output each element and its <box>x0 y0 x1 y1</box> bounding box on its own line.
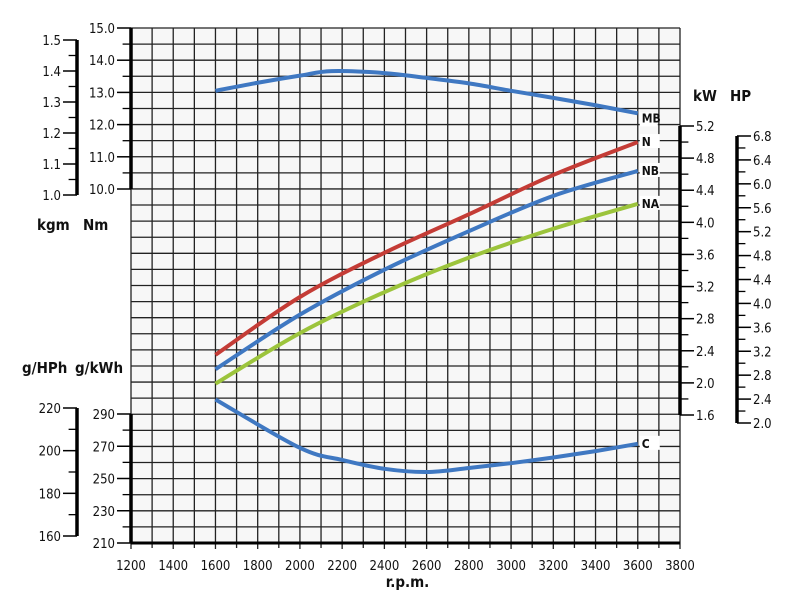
labels: 1200 1400 1600 1800 2000 2200 2400 2600 2800 3000… <box>22 22 772 591</box>
power_kw-tick-label: 4.4 <box>696 184 715 199</box>
consumption_ghph-tick-label: 220 <box>39 402 61 417</box>
power_hp-tick-label: 4.0 <box>753 297 772 312</box>
x-tick-label: 3000 <box>496 559 526 574</box>
power_kw-tick-label: 2.0 <box>696 377 715 392</box>
series <box>214 69 639 475</box>
series-label-bg <box>639 162 660 177</box>
consumption_gkwh-tick-label: 230 <box>93 505 115 520</box>
power_hp-tick-label: 4.8 <box>753 250 772 265</box>
series-label-bg <box>639 112 658 127</box>
power_hp-tick-label: 2.4 <box>753 393 772 408</box>
torque_nm-tick-label: 12.0 <box>89 119 115 134</box>
power_hp-tick-label: 3.2 <box>753 345 772 360</box>
torque_kgm-tick-label: 1.1 <box>42 158 61 173</box>
power_kw-tick-label: 5.2 <box>696 120 715 135</box>
consumption_ghph-tick-label: 200 <box>39 445 61 460</box>
torque_nm-tick-label: 10.0 <box>89 183 115 198</box>
x-tick-label: 2000 <box>285 559 315 574</box>
power_kw-tick-label: 2.8 <box>696 313 715 328</box>
torque_nm-tick-label: 15.0 <box>89 22 115 37</box>
consumption_gkwh-tick-label: 270 <box>93 440 115 455</box>
x-tick-label: 2400 <box>370 559 400 574</box>
series-line-n <box>214 140 639 357</box>
consumption_gkwh-tick-label: 210 <box>93 537 115 552</box>
power_kw-tick-label: 3.6 <box>696 248 715 263</box>
x-tick-label: 3800 <box>665 559 695 574</box>
power_kw-tick-label: 1.6 <box>696 409 715 424</box>
x-tick-label: 1800 <box>243 559 273 574</box>
power_hp-tick-label: 4.4 <box>753 274 772 289</box>
axes <box>63 27 751 545</box>
torque_nm-tick-label: 11.0 <box>89 151 115 166</box>
power_hp-tick-label: 5.6 <box>753 202 772 217</box>
x-tick-label: 3200 <box>538 559 568 574</box>
power_hp-tick-label: 6.0 <box>753 178 772 193</box>
series-label-bg <box>639 195 660 210</box>
series-label-mb: MB <box>642 111 661 125</box>
x-tick-label: 1200 <box>116 559 146 574</box>
x-tick-label: 1600 <box>201 559 231 574</box>
torque_kgm-tick-label: 1.0 <box>42 189 61 204</box>
x-tick-label: 3400 <box>581 559 611 574</box>
series-line-na <box>214 201 639 386</box>
x-tick-label: 2600 <box>412 559 442 574</box>
x-tick-label: 1400 <box>158 559 188 574</box>
series-line-nb <box>214 169 639 371</box>
power_hp-tick-label: 5.2 <box>753 226 772 241</box>
x-tick-label: 2200 <box>327 559 357 574</box>
x-tick-label: 2800 <box>454 559 484 574</box>
x-axis-label: r.p.m. <box>386 573 430 591</box>
unit-label-ghph: g/HPh <box>22 359 67 377</box>
series-label-n: N <box>642 135 651 149</box>
power_hp-tick-label: 3.6 <box>753 321 772 336</box>
power_hp-tick-label: 2.0 <box>753 417 772 432</box>
series-label-c: C <box>642 437 650 451</box>
power_hp-tick-label: 6.8 <box>753 130 772 145</box>
unit-label-nm: Nm <box>83 216 108 234</box>
torque_kgm-tick-label: 1.2 <box>42 127 61 142</box>
series-label-bg <box>639 435 660 450</box>
consumption_gkwh-tick-label: 250 <box>93 473 115 488</box>
unit-label-gkwh: g/kWh <box>75 359 123 377</box>
power_kw-tick-label: 4.0 <box>696 216 715 231</box>
consumption_ghph-tick-label: 180 <box>39 487 61 502</box>
power_kw-tick-label: 3.2 <box>696 281 715 296</box>
power_hp-tick-label: 6.4 <box>753 154 772 169</box>
power_kw-tick-label: 2.4 <box>696 345 715 360</box>
torque_kgm-tick-label: 1.5 <box>42 34 61 49</box>
power_hp-tick-label: 2.8 <box>753 369 772 384</box>
torque_kgm-tick-label: 1.4 <box>42 65 61 80</box>
consumption_ghph-tick-label: 160 <box>39 530 61 545</box>
torque_nm-tick-label: 13.0 <box>89 86 115 101</box>
unit-label-kw: kW <box>693 87 717 105</box>
series-line-c <box>214 397 639 475</box>
torque_nm-tick-label: 14.0 <box>89 54 115 69</box>
consumption_gkwh-tick-label: 290 <box>93 408 115 423</box>
series-label-na: NA <box>642 197 660 211</box>
unit-label-kgm: kgm <box>37 216 70 234</box>
power_kw-tick-label: 4.8 <box>696 152 715 167</box>
unit-label-hp: HP <box>730 87 751 105</box>
series-label-nb: NB <box>642 164 659 178</box>
torque_kgm-tick-label: 1.3 <box>42 96 61 111</box>
series-label-bg <box>639 134 660 149</box>
x-tick-label: 3600 <box>623 559 653 574</box>
